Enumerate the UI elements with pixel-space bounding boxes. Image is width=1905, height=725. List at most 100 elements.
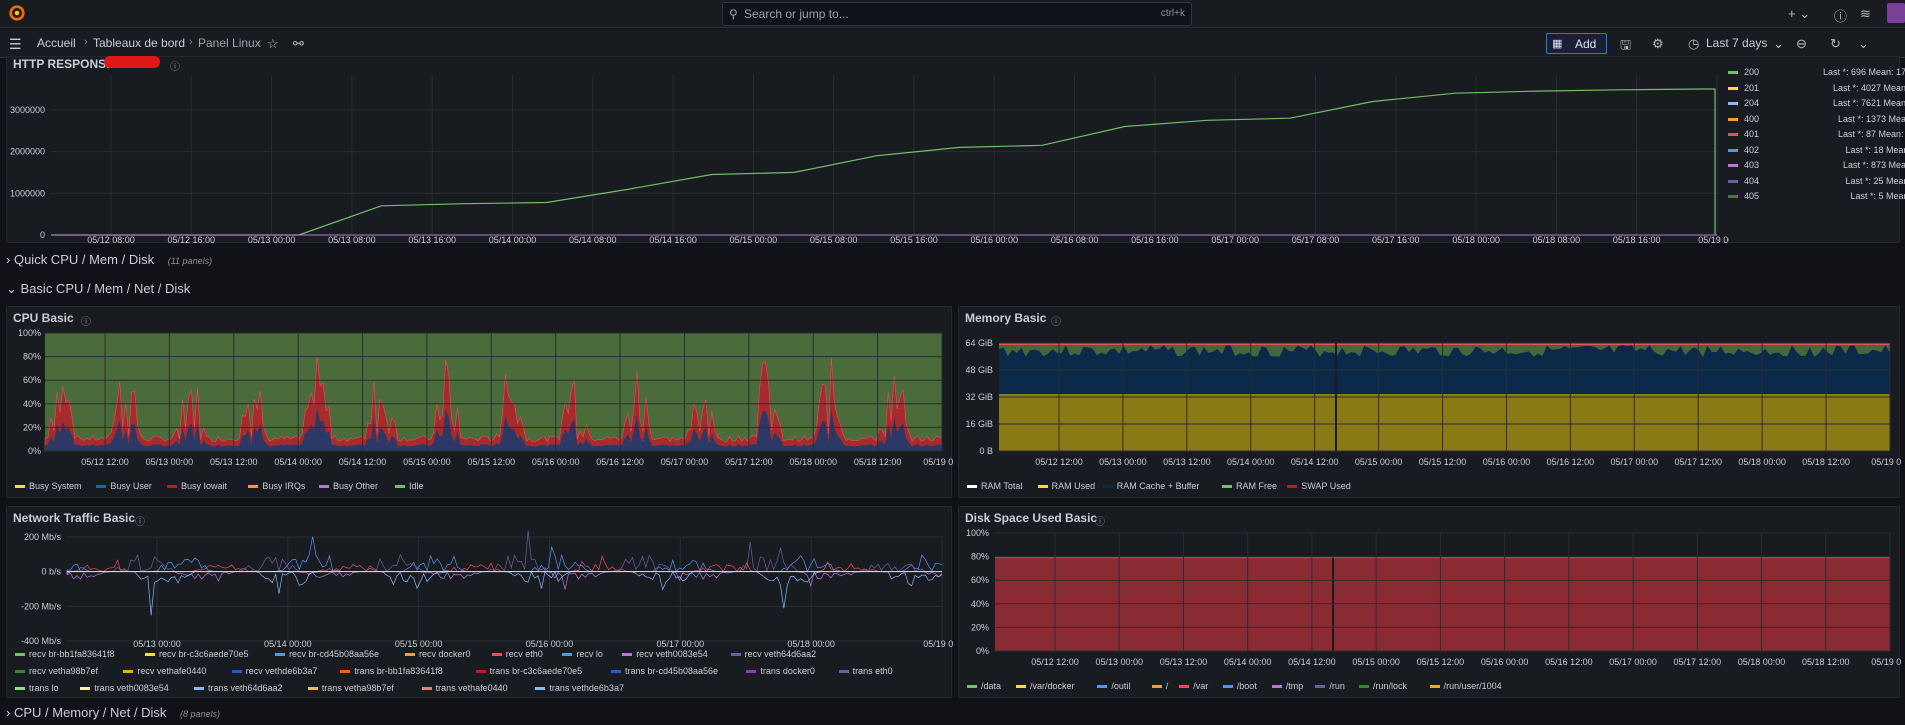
legend-item[interactable]: 201 Last *: 4027 Mean: 2131 [1728, 83, 1905, 93]
panel-title[interactable]: HTTP RESPONSE [13, 57, 115, 71]
legend-item[interactable]: Busy IRQs [248, 481, 305, 491]
legend-item[interactable]: recv br-cd45b08aa56e [275, 649, 379, 659]
legend-item[interactable]: trans vetha98b7ef [307, 683, 394, 693]
gear-icon[interactable]: ⚙ [1652, 36, 1664, 51]
row-basic-cpu[interactable]: ⌄ Basic CPU / Mem / Net / Disk [6, 281, 190, 301]
breadcrumb-dashboards[interactable]: Tableaux de bord [93, 36, 186, 50]
legend-item[interactable]: Busy Other [319, 481, 378, 491]
legend-item[interactable]: trans lo [15, 683, 59, 693]
cpu-chart[interactable]: 100% 80% 60% 40% 20% 0% 05/12 12:00 05/13 00:00… [7, 329, 953, 479]
refresh-icon[interactable]: ↻ [1830, 36, 1841, 51]
legend-swatch [1728, 71, 1738, 75]
legend-item[interactable]: /var/docker [1016, 681, 1075, 691]
legend-item[interactable]: RAM Used [1037, 481, 1095, 491]
legend-item[interactable]: 402 Last *: 18 Mean: 17.8 [1728, 145, 1905, 155]
share-icon[interactable]: ⚯ [293, 36, 304, 51]
legend-item[interactable]: /data [967, 681, 1001, 691]
legend-stats: Last *: 5 Mean: 3.71 [1850, 191, 1905, 201]
info-icon[interactable]: ⓘ [81, 317, 91, 328]
legend-item[interactable]: trans veth64d6aa2 [194, 683, 283, 693]
legend-code: 401 [1744, 129, 1760, 139]
legend-item[interactable]: trans docker0 [746, 666, 815, 676]
legend-item[interactable]: recv eth0 [491, 649, 543, 659]
legend-item[interactable]: trans vethde6b3a7 [535, 683, 624, 693]
legend-item[interactable]: /var [1179, 681, 1208, 691]
shortcut-hint: ctrl+k [1160, 8, 1185, 19]
search-input[interactable]: ⚲ Search or jump to... ctrl+k [722, 2, 1192, 26]
legend-item[interactable]: recv veth0083e54 [622, 649, 708, 659]
panel-title[interactable]: CPU Basic [13, 311, 74, 325]
legend-item[interactable]: RAM Total [967, 481, 1022, 491]
legend-item[interactable]: 403 Last *: 873 Mean: 406 [1728, 160, 1905, 170]
breadcrumb-home[interactable]: Accueil [37, 36, 76, 50]
x-tick-label: 05/12 08:00 [87, 235, 135, 243]
help-icon[interactable]: ⓘ [1834, 9, 1848, 24]
legend-item[interactable]: trans veth0083e54 [80, 683, 169, 693]
legend-item[interactable]: Busy User [96, 481, 152, 491]
new-plus-button[interactable]: + ⌄ [1788, 6, 1811, 21]
panel-title[interactable]: Network Traffic Basic [13, 511, 136, 525]
legend-item[interactable]: 200 Last *: 696 Mean: 1743645 [1728, 67, 1905, 77]
news-icon[interactable]: ≋ [1860, 6, 1871, 21]
legend-item[interactable]: /outil [1097, 681, 1130, 691]
row-quick-cpu[interactable]: › Quick CPU / Mem / Disk (11 panels) [6, 252, 212, 272]
zoom-out-icon[interactable]: ⊖ [1796, 36, 1807, 51]
x-tick-label: 05/12 12:00 [1035, 457, 1083, 467]
legend-item[interactable]: recv br-bb1fa83641f8 [15, 649, 115, 659]
legend-swatch [405, 653, 415, 657]
info-icon[interactable]: ⓘ [170, 62, 180, 73]
star-icon[interactable]: ☆ [267, 36, 279, 51]
grafana-logo-icon[interactable] [8, 4, 26, 22]
x-tick-label: 05/14 00:00 [489, 235, 537, 243]
panel-title[interactable]: Disk Space Used Basic [965, 511, 1098, 525]
legend-item[interactable]: 400 Last *: 1373 Mean: 880 [1728, 114, 1905, 124]
add-button[interactable]: ▦ Add [1546, 33, 1607, 54]
legend-item[interactable]: 404 Last *: 25 Mean: 14.1 [1728, 176, 1905, 186]
save-icon[interactable]: 🖫 [1620, 37, 1632, 52]
legend-item[interactable]: /run/lock [1359, 681, 1407, 691]
legend-item[interactable]: /run/user/1004 [1429, 681, 1502, 691]
row-cpu-memory[interactable]: › CPU / Memory / Net / Disk (8 panels) [6, 705, 220, 725]
legend-item[interactable]: /boot [1222, 681, 1257, 691]
legend-item[interactable]: trans br-cd45b08aa56e [611, 666, 718, 676]
legend-item[interactable]: recv docker0 [405, 649, 471, 659]
time-range-picker[interactable]: Last 7 days [1706, 36, 1768, 50]
legend-item[interactable]: trans eth0 [838, 666, 893, 676]
info-icon[interactable]: ⓘ [135, 517, 145, 528]
x-tick-label: 05/16 12:00 [1545, 657, 1593, 667]
legend-item[interactable]: Busy System [15, 481, 82, 491]
legend-item[interactable]: recv lo [562, 649, 603, 659]
info-icon[interactable]: ⓘ [1051, 317, 1061, 328]
network-chart[interactable]: 200 Mb/s 0 b/s -200 Mb/s -400 Mb/s 05/13 00:… [7, 529, 953, 649]
legend-item[interactable]: 401 Last *: 87 Mean: 10565 [1728, 129, 1905, 139]
legend-item[interactable]: trans br-c3c6aede70e5 [475, 666, 582, 676]
legend-item[interactable]: SWAP Used [1287, 481, 1351, 491]
panel-title[interactable]: Memory Basic [965, 311, 1047, 325]
avatar[interactable] [1887, 3, 1905, 23]
legend-item[interactable]: Idle [395, 481, 424, 491]
info-icon[interactable]: ⓘ [1095, 517, 1105, 528]
legend-item[interactable]: /tmp [1271, 681, 1303, 691]
legend-item[interactable]: recv veth64d6aa2 [730, 649, 816, 659]
legend-item[interactable]: RAM Free [1222, 481, 1277, 491]
disk-chart[interactable]: 100% 80% 60% 40% 20% 0% 05/12 12:00 05/13 00:00… [959, 529, 1901, 679]
legend-item[interactable]: 405 Last *: 5 Mean: 3.71 [1728, 191, 1905, 201]
legend-item[interactable]: recv vetha98b7ef [15, 666, 98, 676]
memory-chart[interactable]: 64 GiB 48 GiB 32 GiB 16 GiB 0 B 05/12 12:00 05… [959, 329, 1901, 479]
legend-item[interactable]: trans br-bb1fa83641f8 [340, 666, 443, 676]
chevron-down-icon[interactable]: ⌄ [1858, 36, 1869, 51]
http-chart[interactable]: 3000000 2000000 1000000 0 05/12 08:00 05/12 1… [7, 71, 1729, 243]
legend-item[interactable]: recv vethde6b3a7 [231, 666, 317, 676]
x-tick-label: 05/14 16:00 [649, 235, 697, 243]
legend-item[interactable]: 204 Last *: 7621 Mean: 4410 [1728, 98, 1905, 108]
legend-item[interactable]: /run [1315, 681, 1345, 691]
legend-item[interactable]: RAM Cache + Buffer [1102, 481, 1199, 491]
legend-item[interactable]: recv br-c3c6aede70e5 [145, 649, 249, 659]
legend-item[interactable]: recv vethafe0440 [123, 666, 206, 676]
chevron-down-icon[interactable]: ⌄ [1773, 36, 1784, 51]
legend-item[interactable]: / [1151, 681, 1168, 691]
menu-icon[interactable]: ☰ [9, 36, 22, 52]
legend-item[interactable]: trans vethafe0440 [421, 683, 508, 693]
legend-item[interactable]: Busy Iowait [167, 481, 227, 491]
legend-label: trans vethde6b3a7 [549, 683, 624, 693]
